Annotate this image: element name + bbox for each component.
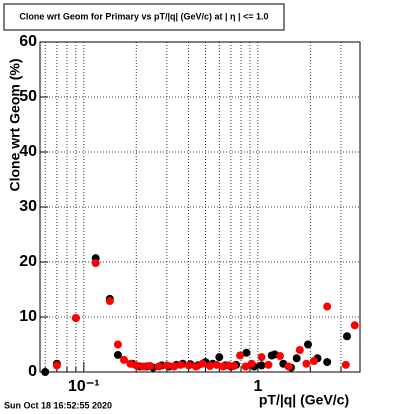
marker [212,360,221,369]
marker [236,351,245,360]
marker [284,362,293,371]
y-tick-label: 40 [19,143,37,160]
marker [241,362,250,371]
marker [146,361,155,370]
marker [139,362,148,371]
marker [323,358,332,367]
marker [276,352,285,361]
marker [323,302,332,311]
marker [162,361,171,370]
x-tick-label: 10⁻¹ [68,378,100,395]
footer: Sun Oct 18 16:52:55 2020 [4,400,112,410]
marker [303,340,312,349]
y-tick-label: 30 [19,198,37,215]
marker [154,362,163,371]
marker [242,348,251,357]
marker [302,359,311,368]
marker [91,259,100,268]
marker [341,360,350,369]
y-tick-label: 0 [28,363,37,380]
marker [41,368,50,376]
marker [295,346,304,354]
marker [176,360,185,369]
marker [119,355,128,364]
marker [292,354,301,363]
marker [71,314,80,323]
marker [198,359,207,368]
title-box [3,3,285,31]
marker [309,357,318,365]
y-tick-label: 10 [19,308,37,325]
y-tick-label: 60 [19,33,37,50]
marker [184,361,193,370]
marker [113,350,122,359]
marker [257,361,266,370]
marker [132,361,141,370]
marker [230,361,239,370]
marker [52,361,61,370]
marker [105,297,114,306]
x-tick-label: 1 [253,378,262,395]
marker [257,353,266,362]
marker [113,340,122,349]
y-axis-label: Clone wrt Geom (%) [7,58,23,191]
marker [215,353,224,362]
marker [205,361,214,370]
x-axis-label: pT/|q| (GeV/c) [259,392,349,408]
marker [264,360,273,369]
marker [247,359,256,368]
y-tick-label: 50 [19,88,37,105]
marker [350,321,359,330]
marker [170,362,179,371]
marker [191,362,200,371]
chart-title: Clone wrt Geom for Primary vs pT/|q| (Ge… [19,11,268,21]
y-tick-label: 20 [19,253,37,270]
marker [342,332,351,341]
